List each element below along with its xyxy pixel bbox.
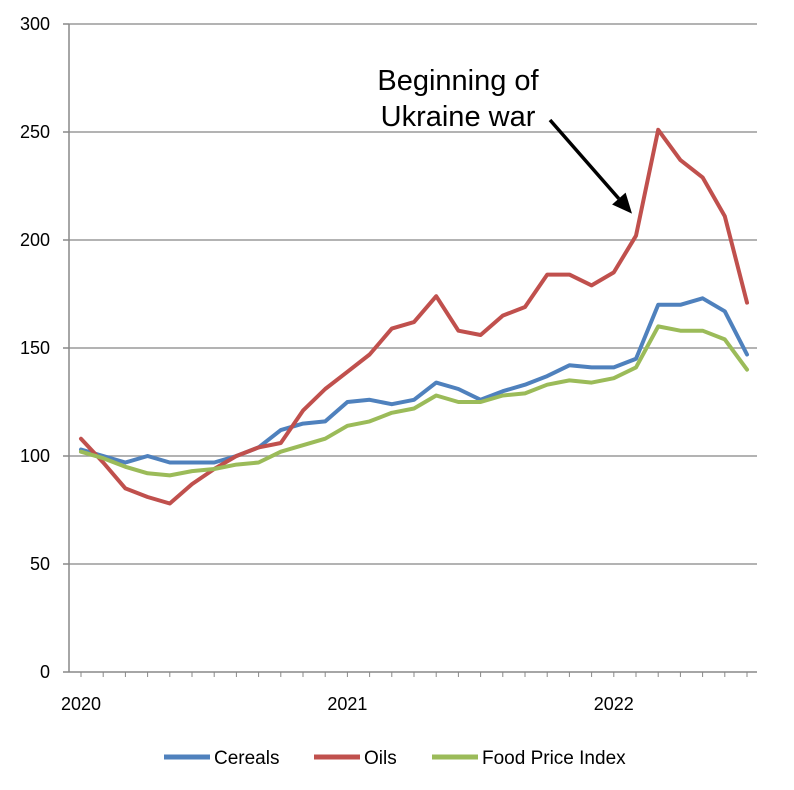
series-line-oils bbox=[79, 127, 749, 506]
y-tick-label: 0 bbox=[40, 662, 50, 682]
x-tick-label: 2021 bbox=[327, 694, 367, 714]
series-lines bbox=[79, 127, 749, 506]
series-line-food-price-index bbox=[79, 324, 749, 478]
y-tick-label: 150 bbox=[20, 338, 50, 358]
annotation-line-2: Ukraine war bbox=[381, 101, 536, 133]
y-tick-label: 100 bbox=[20, 446, 50, 466]
annotation-line-1: Beginning of bbox=[377, 65, 539, 97]
y-tick-label: 300 bbox=[20, 14, 50, 34]
y-tick-label: 250 bbox=[20, 122, 50, 142]
y-tick-labels: 0 50 100 150 200 250 300 bbox=[20, 14, 69, 682]
annotation: Beginning of Ukraine war bbox=[377, 65, 632, 214]
x-tick-label: 2020 bbox=[61, 694, 101, 714]
x-tick-label: 2022 bbox=[594, 694, 634, 714]
grid-lines bbox=[69, 23, 757, 565]
y-tick-label: 50 bbox=[30, 554, 50, 574]
x-tick-labels: 2020 2021 2022 bbox=[61, 672, 748, 714]
legend-label-food-price-index: Food Price Index bbox=[482, 748, 626, 769]
annotation-arrow bbox=[548, 118, 621, 200]
series-line-cereals bbox=[79, 296, 749, 465]
legend-label-cereals: Cereals bbox=[214, 748, 279, 769]
legend: Cereals Oils Food Price Index bbox=[164, 748, 626, 769]
legend-label-oils: Oils bbox=[364, 748, 397, 769]
annotation-arrowhead bbox=[612, 192, 632, 214]
y-tick-label: 200 bbox=[20, 230, 50, 250]
